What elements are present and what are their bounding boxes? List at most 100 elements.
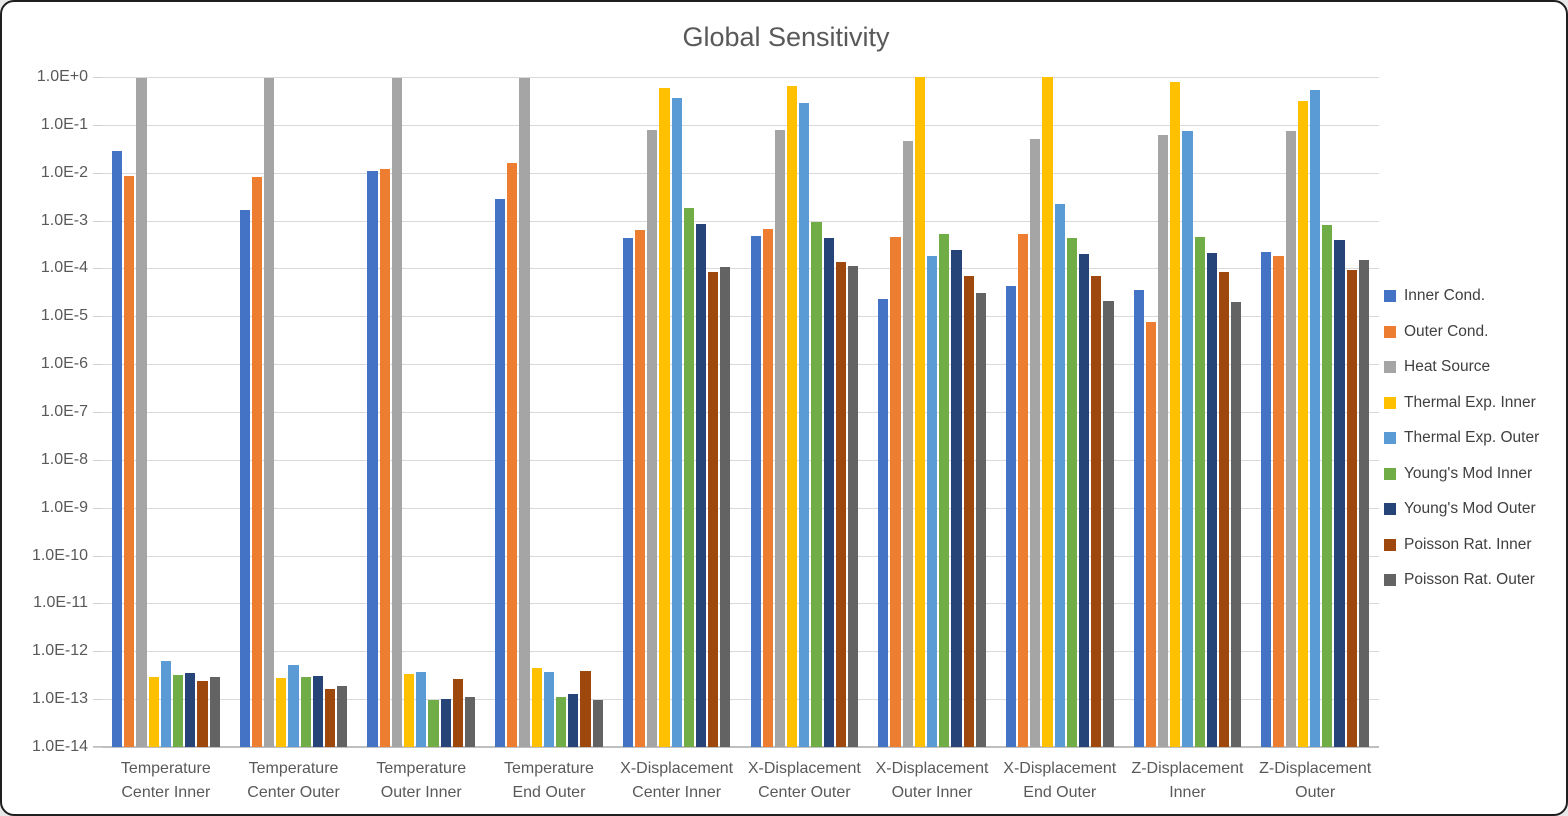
bar-inner-cond [112, 151, 123, 747]
x-axis-category-label-line: Z-Displacement [1259, 760, 1372, 777]
bar-heat-source [1030, 138, 1041, 747]
bar-young-s-mod-inner [811, 221, 822, 747]
y-axis-tick [93, 507, 102, 509]
y-axis-tick [93, 220, 102, 222]
bar-group-x-displacement-center-inner [613, 77, 741, 747]
bar-poisson-rat-outer [337, 685, 348, 747]
y-axis-tick-label: 1.0E-2 [40, 163, 88, 181]
bar-group-x-displacement-outer-inner [868, 77, 996, 747]
bar-thermal-exp-inner [914, 77, 925, 747]
legend-item-heat-source: Heat Source [1384, 356, 1539, 378]
y-axis-tick [93, 316, 102, 318]
x-axis-line [93, 746, 1379, 747]
bar-young-s-mod-inner [428, 700, 439, 747]
bar-group-z-displacement-inner [1124, 77, 1252, 747]
bar-thermal-exp-outer [926, 256, 938, 747]
chart-title: Global Sensitivity [682, 22, 890, 52]
y-axis-tick [93, 124, 102, 126]
bar-inner-cond [495, 199, 506, 747]
gridline [102, 412, 1379, 413]
y-axis-tick-label: 1.0E+0 [36, 68, 88, 85]
y-axis-tick-label: 1.0E-14 [31, 738, 88, 755]
gridline [102, 459, 1379, 461]
legend-label: Young's Mod Inner [1404, 464, 1533, 482]
x-axis-category-label: Temperature End Outer [485, 757, 613, 805]
bar-poisson-rat-outer [209, 677, 220, 747]
x-axis-category-label: Z-Displacement Outer [1251, 757, 1379, 805]
y-axis-tick [93, 555, 102, 557]
bar-heat-source [264, 78, 275, 747]
y-axis-tick-label: 1.0E-5 [40, 307, 88, 325]
x-axis-category-label-line: Temperature [504, 760, 594, 777]
bar-inner-cond [878, 298, 889, 747]
gridline [102, 603, 1379, 605]
y-axis-tick-label: 1.0E-3 [40, 211, 88, 229]
bar-poisson-rat-inner [835, 262, 846, 747]
x-axis-category-label-line: Inner [1169, 784, 1206, 801]
bar-poisson-rat-inner [1218, 271, 1230, 747]
bar-young-s-mod-outer [185, 672, 196, 747]
bar-poisson-rat-outer [1358, 260, 1369, 747]
x-axis-category-label-line: Center Inner [121, 784, 211, 801]
bar-poisson-rat-inner [197, 680, 208, 747]
bar-young-s-mod-inner [172, 674, 184, 747]
bar-heat-source [902, 140, 913, 747]
gridline [102, 364, 1379, 366]
gridline [102, 220, 1379, 222]
y-axis-tick [93, 364, 102, 366]
bar-thermal-exp-outer [1310, 90, 1321, 747]
bar-outer-cond [1273, 256, 1284, 747]
bar-heat-source [647, 129, 658, 747]
legend-swatch-thermal-exp-outer [1384, 432, 1396, 444]
bar-young-s-mod-inner [556, 697, 567, 747]
x-axis-category-label-line: Outer Inner [380, 784, 462, 801]
bar-outer-cond [1018, 234, 1029, 747]
x-axis-category-label: X-Displacement End Outer [996, 757, 1124, 805]
bar-outer-cond [762, 228, 773, 747]
bar-thermal-exp-outer [671, 98, 682, 747]
bar-thermal-exp-inner [1042, 77, 1053, 747]
bar-young-s-mod-outer [1334, 240, 1345, 747]
y-axis-tick-label: 1.0E-13 [31, 690, 88, 708]
bar-poisson-rat-inner [325, 689, 336, 747]
bar-thermal-exp-inner [148, 677, 159, 747]
bar-heat-source [1157, 135, 1169, 747]
gridline [102, 651, 1379, 653]
bar-inner-cond [750, 235, 761, 747]
legend-label: Poisson Rat. Inner [1404, 535, 1532, 553]
y-axis-tick [93, 459, 102, 461]
bar-poisson-rat-outer [1103, 300, 1114, 747]
x-axis-category-label-line: Temperature [120, 760, 211, 777]
legend-item-thermal-exp-inner: Thermal Exp. Inner [1384, 392, 1539, 414]
x-axis-category-label-line: Z-Displacement [1131, 760, 1244, 777]
bar-young-s-mod-outer [1206, 253, 1217, 747]
bar-young-s-mod-inner [1066, 238, 1078, 747]
gridline [102, 268, 1379, 270]
y-axis-tick [93, 268, 102, 270]
bar-thermal-exp-outer [1054, 204, 1065, 747]
bar-thermal-exp-inner [276, 677, 287, 747]
legend-swatch-young-s-mod-outer [1384, 503, 1396, 515]
legend: Inner Cond. Outer Cond. Heat Source Thermal… [1384, 285, 1539, 591]
bar-heat-source [1285, 130, 1296, 747]
legend-label: Poisson Rat. Outer [1404, 571, 1535, 588]
bar-poisson-rat-inner [1091, 276, 1102, 747]
bar-group-x-displacement-end-outer [996, 77, 1124, 747]
bar-poisson-rat-outer [1231, 301, 1242, 747]
bar-young-s-mod-outer [568, 693, 579, 747]
bar-young-s-mod-outer [1079, 254, 1090, 747]
bar-inner-cond [1133, 290, 1144, 747]
legend-item-inner-cond: Inner Cond. [1384, 285, 1539, 307]
bar-young-s-mod-outer [951, 250, 962, 747]
bar-inner-cond [1261, 252, 1272, 747]
legend-swatch-heat-source [1384, 361, 1396, 373]
x-axis-category-label-line: End Outer [1023, 784, 1097, 801]
legend-item-young-s-mod-inner: Young's Mod Inner [1384, 463, 1539, 485]
gridline [102, 555, 1379, 557]
x-axis-category-label-line: X-Displacement [875, 760, 989, 777]
y-axis-tick-label: 1.0E-8 [40, 450, 88, 468]
legend-label: Thermal Exp. Outer [1404, 429, 1540, 446]
bar-poisson-rat-inner [708, 271, 719, 747]
x-axis-category-label-line: X-Displacement [1003, 760, 1117, 777]
